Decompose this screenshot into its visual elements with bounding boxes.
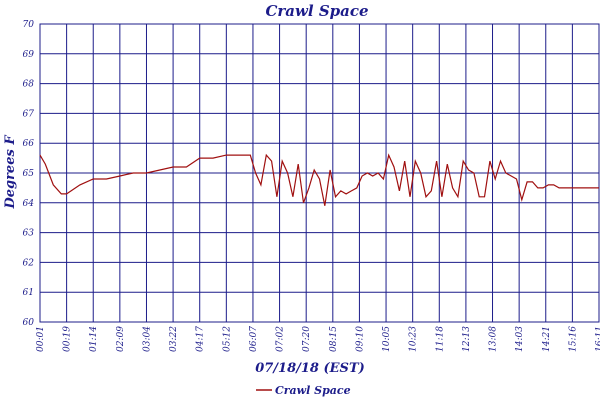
chart-title: Crawl Space bbox=[265, 2, 368, 20]
y-tick-label: 67 bbox=[23, 109, 35, 119]
y-tick-label: 69 bbox=[23, 50, 35, 60]
y-axis-label: Degrees F bbox=[3, 135, 18, 210]
y-tick-label: 65 bbox=[23, 169, 35, 179]
y-tick-label: 64 bbox=[23, 199, 35, 209]
x-tick-label: 10:05 bbox=[382, 326, 392, 352]
x-tick-label: 03:22 bbox=[169, 326, 179, 352]
y-tick-label: 63 bbox=[23, 229, 35, 239]
x-tick-label: 10:23 bbox=[409, 326, 419, 352]
x-tick-label: 01:14 bbox=[89, 326, 99, 352]
x-tick-label: 11:18 bbox=[435, 326, 445, 352]
x-tick-label: 07:20 bbox=[302, 326, 312, 352]
x-tick-label: 14:21 bbox=[542, 326, 552, 352]
x-tick-label: 14:03 bbox=[515, 326, 525, 352]
y-tick-label: 62 bbox=[23, 258, 35, 268]
x-tick-label: 12:13 bbox=[462, 326, 472, 352]
x-tick-label: 02:09 bbox=[116, 326, 126, 352]
y-tick-label: 66 bbox=[23, 139, 35, 149]
x-tick-label: 08:15 bbox=[329, 326, 339, 352]
x-tick-label: 06:07 bbox=[249, 326, 259, 352]
y-tick-label: 60 bbox=[23, 318, 35, 328]
x-tick-label: 13:08 bbox=[489, 326, 499, 352]
grid bbox=[39, 23, 600, 323]
legend: Crawl Space bbox=[256, 384, 351, 397]
x-tick-label: 04:17 bbox=[196, 326, 206, 352]
x-tick-label: 09:10 bbox=[355, 326, 365, 352]
y-tick-label: 70 bbox=[23, 20, 35, 30]
series-layer bbox=[39, 153, 599, 206]
x-tick-label: 00:19 bbox=[63, 326, 73, 352]
y-tick-label: 61 bbox=[23, 288, 34, 298]
x-tick-labels: 00:01 00:19 01:14 02:09 03:04 03:22 04:17 05:12… bbox=[36, 326, 600, 352]
x-axis-label: 07/18/18 (EST) bbox=[255, 361, 365, 376]
x-tick-label: 15:16 bbox=[568, 326, 578, 352]
x-tick-label: 03:04 bbox=[142, 326, 152, 352]
x-tick-label: 05:12 bbox=[222, 326, 232, 352]
y-tick-label: 68 bbox=[23, 80, 35, 90]
x-tick-label: 07:02 bbox=[276, 326, 286, 352]
x-tick-label: 00:01 bbox=[36, 326, 46, 352]
legend-label: Crawl Space bbox=[275, 384, 351, 397]
y-tick-labels: 60 61 62 63 64 65 66 67 68 69 70 bbox=[23, 20, 35, 328]
x-tick-label: 16:11 bbox=[595, 326, 600, 352]
series-line-crawl-space bbox=[39, 153, 599, 206]
